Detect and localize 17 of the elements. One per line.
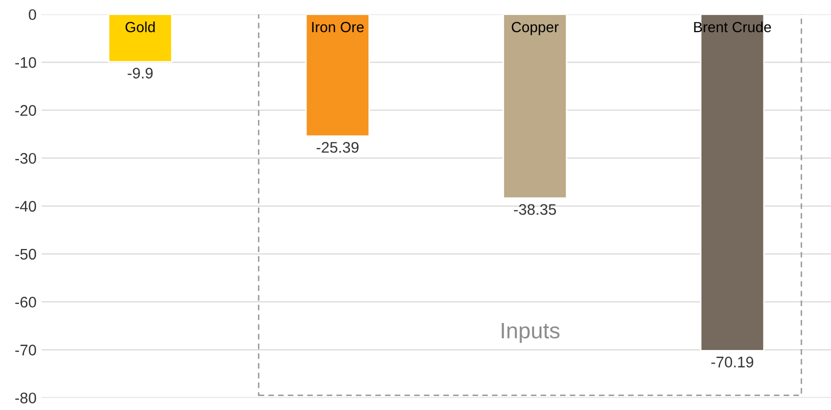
x-tick-label: Copper [512,22,559,36]
x-tick-label: Iron Ore [312,22,364,32]
y-tick-label: -10 [15,57,36,68]
data-label: -38.35 [514,204,556,215]
y-tick-label: -60 [15,296,36,308]
data-label: -9.9 [128,68,153,79]
y-tick-label: -20 [15,105,36,116]
data-label: -70.19 [711,356,754,368]
x-tick-label: Gold [126,22,155,32]
y-tick-label: -40 [15,200,36,212]
y-tick-label: -50 [15,248,36,260]
y-tick-label: 0 [28,9,36,20]
y-tick-label: -70 [15,344,36,356]
y-tick-label: -80 [15,392,36,404]
annotation: Inputs [502,322,560,343]
data-label: -25.39 [316,142,359,153]
y-tick-label: -30 [15,152,36,164]
